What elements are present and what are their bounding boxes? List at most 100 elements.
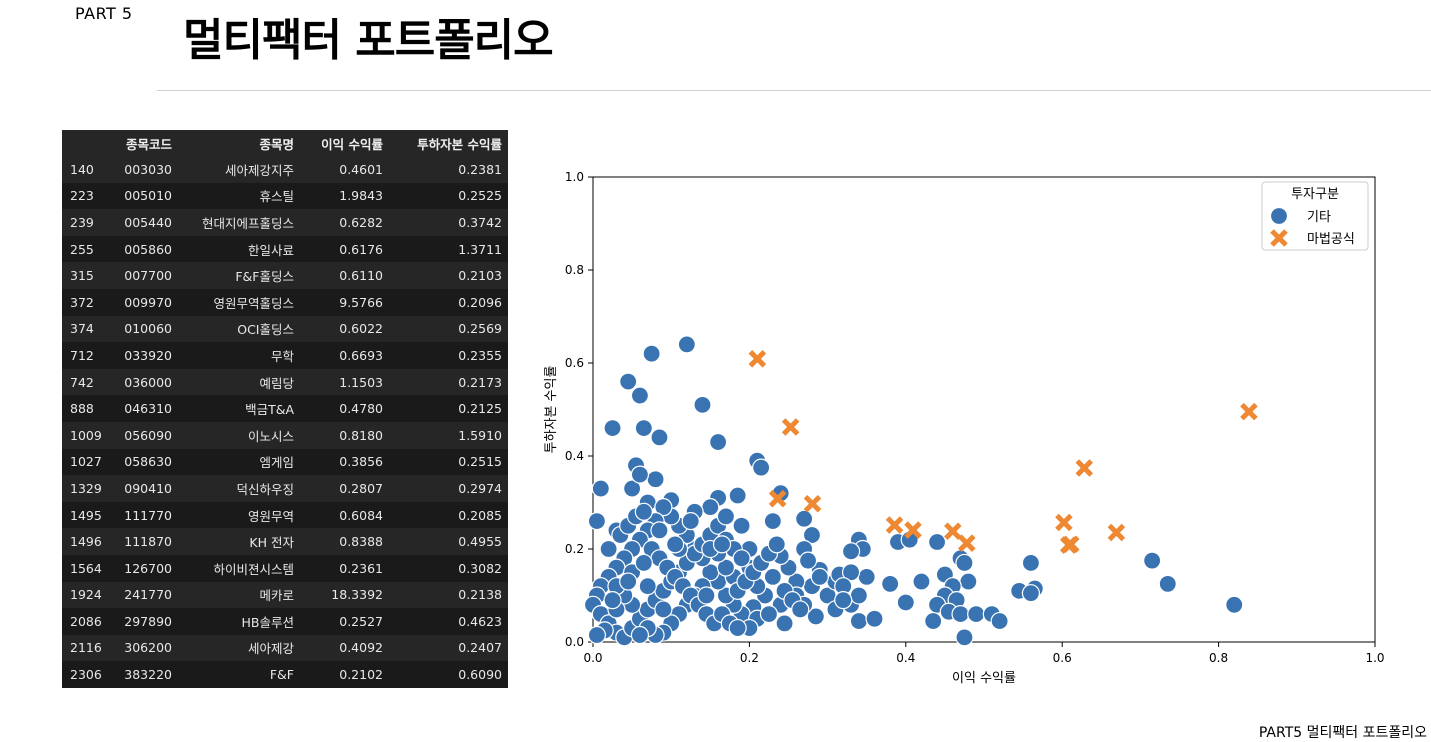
data-point-magic-formula bbox=[781, 418, 800, 436]
stock-name: 현대지에프홀딩스 bbox=[178, 209, 300, 236]
data-point-other bbox=[728, 618, 747, 638]
stock-code: 090410 bbox=[112, 475, 178, 502]
data-point-other bbox=[849, 611, 868, 631]
data-point-other bbox=[791, 600, 810, 619]
stock-name: 예림당 bbox=[178, 368, 300, 396]
data-point-other bbox=[912, 572, 931, 591]
data-point-other bbox=[865, 609, 884, 628]
x-tick-label: 0.2 bbox=[740, 651, 759, 665]
column-header-roic: 투하자본 수익률 bbox=[389, 130, 508, 156]
stock-code: 003030 bbox=[112, 156, 178, 183]
roic: 1.3711 bbox=[389, 235, 508, 263]
row-index: 223 bbox=[62, 182, 112, 210]
legend-marker-magic-formula bbox=[1270, 229, 1288, 247]
earnings-yield: 0.2361 bbox=[300, 554, 389, 582]
table-row: 372 009970 영원무역홀딩스 9.5766 0.2096 bbox=[62, 288, 508, 316]
data-point-other bbox=[642, 344, 661, 363]
stock-name: 메카로 bbox=[178, 581, 300, 609]
roic: 0.2569 bbox=[389, 315, 508, 343]
data-point-other bbox=[630, 386, 650, 405]
data-point-other bbox=[1021, 553, 1041, 573]
data-point-other bbox=[955, 553, 974, 573]
stock-name: 세아제강지주 bbox=[178, 156, 300, 183]
x-tick-label: 0.8 bbox=[1209, 651, 1228, 665]
stock-code: 383220 bbox=[112, 661, 178, 688]
stock-name: 영원무역 bbox=[178, 501, 300, 529]
data-point-other bbox=[681, 512, 700, 531]
data-point-magic-formula bbox=[1240, 402, 1258, 421]
roic: 0.2173 bbox=[389, 368, 508, 396]
row-index: 1027 bbox=[62, 448, 112, 476]
stock-code: 111870 bbox=[112, 528, 178, 555]
stock-code: 306200 bbox=[112, 634, 178, 662]
roic: 0.2138 bbox=[389, 581, 508, 609]
x-tick-label: 0.6 bbox=[1053, 651, 1072, 665]
row-index: 372 bbox=[62, 288, 112, 316]
stock-code: 036000 bbox=[112, 368, 178, 396]
data-point-other bbox=[646, 470, 665, 489]
y-tick-label: 0.6 bbox=[565, 356, 584, 370]
y-tick-label: 0.8 bbox=[565, 263, 584, 277]
data-point-other bbox=[622, 479, 642, 498]
data-point-other bbox=[709, 432, 728, 452]
data-point-other bbox=[630, 625, 650, 645]
stock-name: OCI홀딩스 bbox=[178, 315, 300, 343]
stock-name: 이노시스 bbox=[178, 421, 300, 449]
data-point-other bbox=[619, 572, 638, 591]
stock-name: F&F홀딩스 bbox=[178, 262, 300, 289]
table-row: 712 033920 무학 0.6693 0.2355 bbox=[62, 342, 508, 369]
data-point-magic-formula bbox=[1107, 523, 1126, 542]
row-index: 1009 bbox=[62, 421, 112, 449]
part-label: PART 5 bbox=[75, 4, 133, 23]
title-divider bbox=[157, 90, 1431, 91]
roic: 0.2974 bbox=[389, 475, 508, 502]
data-point-magic-formula bbox=[944, 522, 962, 541]
stock-code: 126700 bbox=[112, 554, 178, 582]
data-point-other bbox=[603, 419, 622, 438]
earnings-yield: 0.6110 bbox=[300, 262, 389, 289]
table-row: 1564 126700 하이비젼시스템 0.2361 0.3082 bbox=[62, 554, 508, 582]
earnings-yield: 0.6176 bbox=[300, 235, 389, 263]
data-point-other bbox=[650, 521, 669, 540]
data-point-other bbox=[701, 498, 720, 517]
earnings-yield: 0.2527 bbox=[300, 608, 389, 635]
table-row: 239 005440 현대지에프홀딩스 0.6282 0.3742 bbox=[62, 209, 508, 236]
data-point-other bbox=[849, 586, 868, 605]
data-point-other bbox=[959, 572, 978, 591]
data-point-other bbox=[697, 586, 716, 605]
stock-name: 하이비젼시스템 bbox=[178, 554, 300, 582]
stock-name: 무학 bbox=[178, 342, 300, 369]
stock-code: 111770 bbox=[112, 501, 178, 529]
roic: 0.2096 bbox=[389, 288, 508, 316]
data-point-other bbox=[619, 372, 638, 391]
row-index: 742 bbox=[62, 368, 112, 396]
data-point-other bbox=[603, 591, 622, 610]
stock-code: 297890 bbox=[112, 608, 178, 635]
row-index: 1564 bbox=[62, 554, 112, 582]
data-point-magic-formula bbox=[958, 534, 976, 552]
stock-name: 영원무역홀딩스 bbox=[178, 288, 300, 316]
stock-code: 056090 bbox=[112, 421, 178, 449]
data-point-other bbox=[732, 549, 751, 568]
data-point-other bbox=[955, 628, 974, 647]
row-index: 1924 bbox=[62, 581, 112, 609]
row-index: 2116 bbox=[62, 634, 112, 662]
row-index: 712 bbox=[62, 342, 112, 369]
data-point-other bbox=[767, 535, 786, 554]
y-tick-label: 0.4 bbox=[565, 449, 584, 463]
table-row: 374 010060 OCI홀딩스 0.6022 0.2569 bbox=[62, 315, 508, 343]
row-index: 1495 bbox=[62, 501, 112, 529]
earnings-yield: 1.9843 bbox=[300, 182, 389, 210]
earnings-yield: 0.2102 bbox=[300, 661, 389, 688]
stock-code: 241770 bbox=[112, 581, 178, 609]
stock-name: 덕신하우징 bbox=[178, 475, 300, 502]
data-point-other bbox=[798, 551, 818, 570]
data-point-other bbox=[630, 465, 650, 484]
roic: 0.2355 bbox=[389, 342, 508, 369]
data-point-magic-formula bbox=[1075, 459, 1094, 477]
roic: 0.2515 bbox=[389, 448, 508, 476]
data-point-other bbox=[775, 614, 794, 633]
data-point-other bbox=[732, 516, 751, 535]
table-row: 2116 306200 세아제강 0.4092 0.2407 bbox=[62, 634, 508, 662]
data-point-other bbox=[634, 502, 653, 521]
